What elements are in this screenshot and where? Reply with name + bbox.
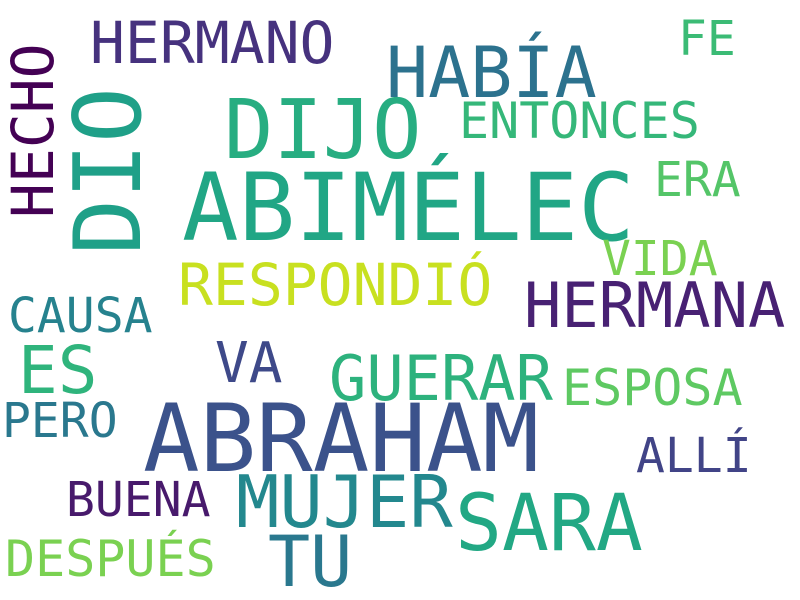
word-despues: DESPUÉS — [5, 530, 216, 588]
word-habia: HABÍA — [386, 32, 597, 114]
word-abimelec: ABIMÉLEC — [182, 154, 635, 263]
word-dijo: DIJO — [224, 83, 422, 178]
word-era: ERA — [654, 152, 741, 208]
word-tu: TU — [268, 521, 353, 600]
word-entonces: ENTONCES — [459, 92, 700, 150]
word-fe: FE — [678, 11, 736, 67]
word-esposa: ESPOSA — [562, 359, 743, 417]
word-pero: PERO — [2, 393, 118, 449]
word-es: ES — [18, 332, 98, 409]
word-hecho: HECHO — [0, 43, 67, 218]
word-mujer: MUJER — [236, 460, 453, 544]
word-guerar: GUERAR — [329, 342, 553, 415]
word-causa: CAUSA — [8, 288, 153, 344]
word-alli: ALLÍ — [636, 428, 752, 484]
word-hermano: HERMANO — [90, 9, 335, 77]
word-sara: SARA — [455, 479, 643, 569]
word-dio: DIO — [54, 87, 162, 255]
word-abraham: ABRAHAM — [143, 385, 540, 494]
word-vida: VIDA — [602, 231, 718, 287]
word-buena: BUENA — [66, 472, 211, 528]
word-hermana: HERMANA — [524, 269, 786, 342]
word-va: VA — [215, 331, 283, 396]
word-respondio: RESPONDIÓ — [178, 251, 493, 319]
